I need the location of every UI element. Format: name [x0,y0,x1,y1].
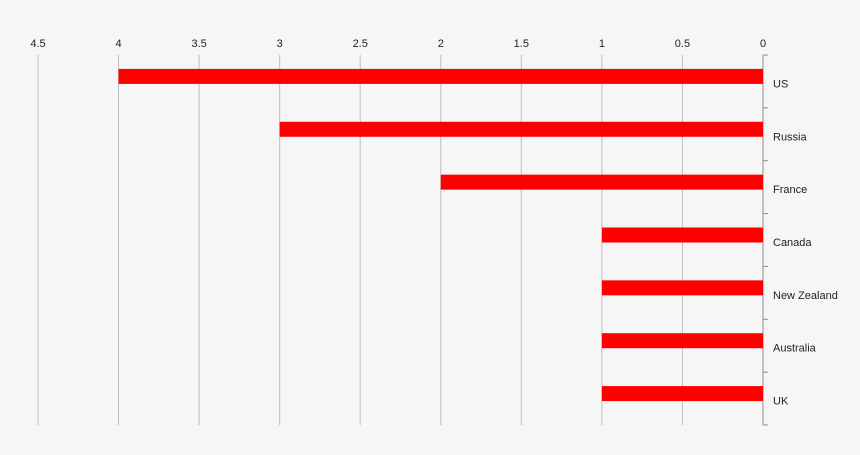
x-tick-label: 3.5 [191,38,206,50]
x-tick-label: 4 [115,38,121,50]
x-axis-ticks: 4.5 4 3.5 3 2.5 2 1.5 1 0.5 0 [30,38,766,50]
x-tick-label: 0 [760,38,766,50]
x-tick-label: 2 [438,38,444,50]
x-tick-label: 0.5 [675,38,690,50]
bar-new-zealand [601,280,763,296]
category-label: New Zealand [773,290,838,302]
bar-us [118,68,764,84]
x-tick-label: 3 [277,38,283,50]
category-label: Canada [773,237,812,249]
bar-australia [601,333,763,349]
category-label: Russia [773,131,808,143]
x-tick-label: 1 [599,38,605,50]
category-label: Australia [773,343,817,355]
bar-uk [601,386,763,402]
x-tick-label: 4.5 [30,38,45,50]
bars [118,68,764,402]
bar-france [440,174,763,190]
bar-canada [601,227,763,243]
category-axis: US Russia France Canada New Zealand Australia… [763,54,838,426]
category-label: US [773,78,788,90]
category-label: France [773,184,807,196]
x-tick-label: 1.5 [514,38,529,50]
x-tick-label: 2.5 [353,38,368,50]
category-label: UK [773,396,789,408]
bar-russia [279,121,763,137]
